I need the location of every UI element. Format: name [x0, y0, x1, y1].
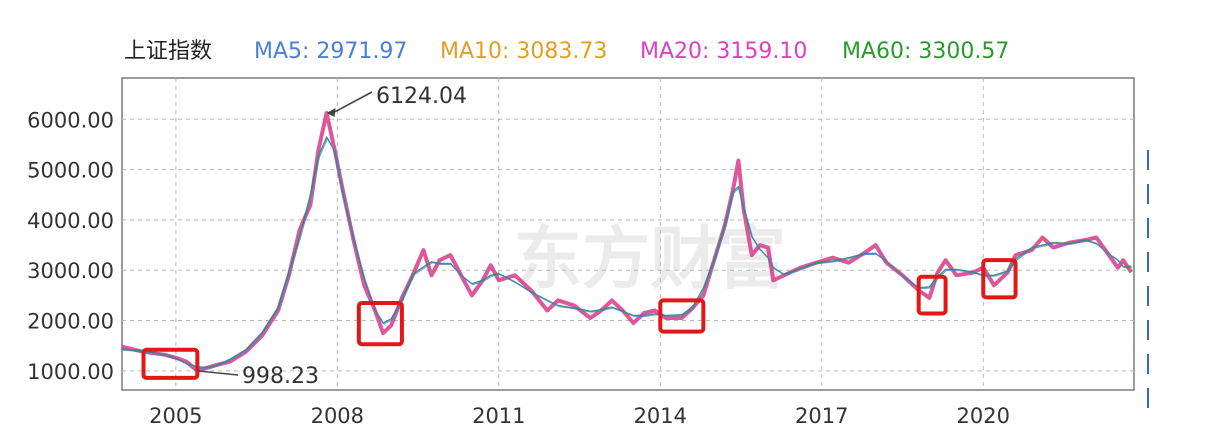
- watermark-text: 东方财富: [514, 220, 786, 299]
- highlight-boxes: [141, 258, 1018, 380]
- plot-frame: [121, 77, 1135, 391]
- x-tick-label: 2005: [149, 404, 202, 428]
- legend-entry: MA20: 3159.10: [640, 39, 807, 64]
- x-tick-label: 2017: [795, 404, 848, 428]
- moving-average-line: [122, 137, 1133, 370]
- annotation-leader: [197, 370, 239, 376]
- highlight-box: [141, 347, 200, 380]
- highlight-box: [356, 300, 404, 347]
- legend-entry: MA10: 3083.73: [440, 39, 607, 64]
- annotation-label: 998.23: [242, 364, 319, 389]
- y-tick-label: 5000.00: [27, 159, 114, 183]
- legend-entry: MA5: 2971.97: [254, 39, 407, 64]
- chart-title: 上证指数: [124, 39, 212, 64]
- y-axis: 1000.00 2000.00 3000.00 4000.00 5000.00 6000.…: [27, 108, 114, 384]
- y-tick-label: 3000.00: [27, 259, 114, 283]
- x-tick-label: 2014: [634, 404, 687, 428]
- legend: 上证指数 MA5: 2971.97 MA10: 3083.73 MA20: 3159…: [124, 39, 1009, 64]
- moving-average-line: [121, 135, 1132, 369]
- highlight-box: [916, 274, 948, 316]
- x-tick-label: 2011: [472, 404, 525, 428]
- y-tick-label: 2000.00: [27, 310, 114, 334]
- annotation-label: 6124.04: [376, 84, 467, 109]
- series: [121, 111, 1133, 373]
- y-tick-label: 1000.00: [27, 360, 114, 384]
- grid: [122, 78, 1134, 390]
- x-tick-label: 2008: [311, 404, 364, 428]
- annotation-arrowhead: [326, 108, 336, 118]
- x-axis: 2005 2008 2011 2014 2017 2020: [149, 404, 1010, 428]
- y-tick-label: 4000.00: [27, 209, 114, 233]
- annotation-leader: [332, 91, 373, 114]
- highlight-box: [658, 298, 706, 334]
- y-tick-label: 6000.00: [27, 108, 114, 132]
- annotations: 6124.04 998.23: [197, 84, 467, 389]
- highlight-box: [981, 258, 1018, 300]
- x-tick-label: 2020: [957, 404, 1010, 428]
- legend-entry: MA60: 3300.57: [842, 39, 1009, 64]
